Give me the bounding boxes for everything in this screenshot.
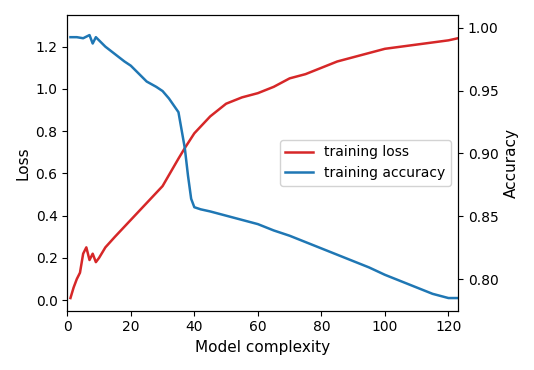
training accuracy (90, 41, 96, 46)
training loss (302, 72, 309, 76)
training accuracy (223, 213, 229, 218)
training loss (128, 218, 134, 222)
training loss (74, 277, 80, 281)
training loss (96, 256, 102, 260)
training accuracy (366, 265, 372, 270)
training loss (413, 42, 420, 47)
training loss (102, 245, 108, 250)
training loss (255, 91, 261, 95)
training loss (334, 59, 341, 64)
training accuracy (191, 205, 198, 209)
Y-axis label: Accuracy: Accuracy (504, 128, 519, 198)
training loss (223, 101, 229, 106)
training accuracy (93, 35, 99, 39)
training loss (83, 245, 90, 250)
training accuracy (398, 279, 404, 283)
training accuracy (112, 52, 118, 56)
training accuracy (188, 196, 194, 201)
training accuracy (207, 209, 214, 213)
training accuracy (445, 296, 452, 300)
training accuracy (334, 253, 341, 257)
training accuracy (271, 228, 277, 233)
training accuracy (74, 35, 80, 39)
training accuracy (413, 285, 420, 290)
training loss (445, 38, 452, 43)
training accuracy (175, 110, 182, 114)
training loss (67, 296, 74, 300)
training loss (87, 258, 93, 262)
training accuracy (185, 173, 191, 178)
training loss (144, 201, 150, 205)
X-axis label: Model complexity: Model complexity (195, 340, 330, 355)
training accuracy (128, 64, 134, 68)
training accuracy (102, 44, 108, 49)
training accuracy (239, 218, 245, 222)
training loss (350, 55, 356, 60)
training loss (382, 47, 388, 51)
training accuracy (153, 85, 160, 89)
training accuracy (350, 259, 356, 263)
training accuracy (144, 79, 150, 84)
training loss (159, 184, 166, 188)
Line: training loss: training loss (70, 38, 458, 298)
training accuracy (80, 36, 87, 40)
training loss (239, 95, 245, 100)
training accuracy (286, 233, 293, 238)
training accuracy (429, 292, 436, 296)
training loss (318, 65, 325, 70)
training accuracy (121, 59, 128, 64)
training accuracy (318, 246, 325, 250)
training loss (455, 36, 461, 40)
Legend: training loss, training accuracy: training loss, training accuracy (280, 140, 451, 186)
training accuracy (382, 273, 388, 277)
training accuracy (455, 296, 461, 300)
training accuracy (182, 146, 188, 150)
Y-axis label: Loss: Loss (15, 146, 30, 180)
training loss (271, 85, 277, 89)
training loss (80, 252, 87, 256)
training accuracy (302, 240, 309, 244)
training loss (70, 285, 77, 290)
training loss (286, 76, 293, 81)
training accuracy (159, 89, 166, 93)
training loss (112, 235, 118, 239)
training accuracy (198, 207, 204, 212)
training loss (175, 157, 182, 161)
Line: training accuracy: training accuracy (70, 35, 458, 298)
training loss (93, 260, 99, 264)
training accuracy (166, 96, 172, 101)
training loss (429, 40, 436, 45)
training loss (191, 131, 198, 135)
training loss (207, 114, 214, 119)
training accuracy (96, 38, 102, 43)
training loss (90, 252, 96, 256)
training loss (398, 44, 404, 49)
training loss (77, 270, 83, 275)
training accuracy (87, 33, 93, 37)
training accuracy (255, 222, 261, 226)
training loss (182, 146, 188, 150)
training accuracy (67, 35, 74, 39)
training loss (366, 51, 372, 55)
